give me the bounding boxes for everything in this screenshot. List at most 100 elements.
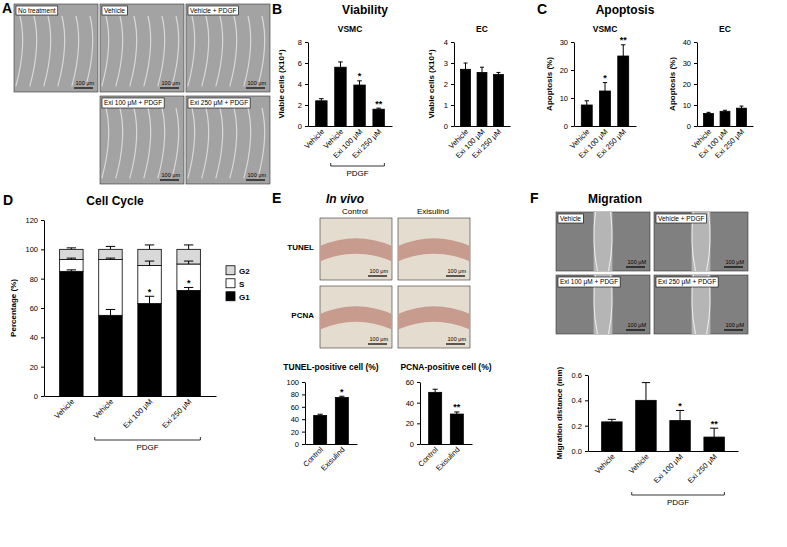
tick-mark: [694, 63, 697, 64]
bar: [602, 422, 622, 451]
tick-mark: [694, 126, 697, 127]
error-bar: [67, 258, 76, 259]
tick: 10: [683, 101, 697, 110]
tick-mark: [694, 42, 697, 43]
error-bar: [723, 110, 727, 111]
scale-bar: [160, 179, 179, 180]
chart-6: 0204060ControlExisulindPCNA-positive cel…: [400, 362, 491, 473]
micrograph: 100 μm: [320, 218, 392, 280]
scale-bar: [74, 87, 93, 88]
tick-label: 0: [34, 392, 38, 401]
tick-mark: [451, 63, 454, 64]
tick: 120: [25, 216, 44, 225]
tick: 0: [687, 122, 697, 131]
bracket: [331, 163, 385, 166]
error-cap: [67, 247, 76, 248]
tick-mark: [571, 126, 574, 127]
tick-label: 30: [683, 59, 691, 68]
image-texture: [72, 16, 79, 86]
tick-mark: [571, 42, 574, 43]
error-cap: [433, 389, 438, 390]
bar: [737, 108, 747, 126]
column-label: Control: [342, 207, 368, 216]
chart-title: EC: [719, 24, 731, 34]
image-label-box: [656, 277, 718, 287]
error-cap: [145, 261, 154, 262]
tick-label: Exi 250 μM: [686, 452, 719, 485]
image-frame: [398, 218, 470, 280]
micrograph: Vehicle + PDGF 100 μm: [186, 4, 270, 92]
axis-line: [588, 376, 589, 452]
tick: Exi 250 μM: [160, 397, 193, 430]
micrograph: 100 μm: [320, 286, 392, 348]
axis-line: [575, 126, 637, 127]
tick: 1: [444, 101, 454, 110]
y-axis: 01234: [444, 38, 455, 131]
tick: 0: [295, 440, 305, 449]
image-texture: [16, 16, 23, 86]
bar: [316, 101, 327, 126]
error-cap: [184, 244, 193, 245]
panel-b: BViability: [272, 1, 388, 17]
error-cap: [338, 61, 343, 62]
bar: [354, 85, 365, 126]
tick: 40: [683, 38, 697, 47]
panel-label: E: [272, 190, 281, 206]
bar-segment: [60, 249, 83, 259]
error-cap: [642, 382, 650, 383]
tick-label: Exi 250 μM: [470, 127, 503, 160]
tick-mark: [417, 444, 420, 445]
image-label-box: [558, 214, 583, 223]
image-texture: [172, 108, 179, 178]
panel-title: Apoptosis: [596, 3, 655, 17]
error-bar: [676, 410, 684, 420]
tick-label: Exi 250 μM: [595, 127, 628, 160]
scale-label: 100 μm: [248, 80, 267, 86]
image-texture: [244, 108, 251, 178]
tick: Vehicle: [53, 397, 76, 420]
tick-label: Exi 250 μM: [160, 397, 193, 430]
error-cap: [106, 309, 115, 310]
tick: 40: [291, 415, 305, 424]
error-stem: [465, 63, 466, 69]
tick-label: 2: [298, 101, 302, 110]
image-texture: [594, 212, 613, 271]
error-bar: [106, 258, 115, 259]
image-texture: [216, 108, 223, 178]
chart-1: 01234VehicleExi 100 μMExi 250 μMViable c…: [427, 24, 511, 160]
tick: 30: [683, 59, 697, 68]
error-bar: [319, 99, 324, 101]
image-label: No treatment: [18, 7, 56, 14]
tick-label: 20: [30, 363, 38, 372]
image-texture: [102, 108, 109, 178]
tick: 20: [683, 80, 697, 89]
image-texture: [230, 16, 237, 86]
tick-label: 60: [291, 403, 299, 412]
error-cap: [319, 98, 324, 99]
bar: [335, 398, 348, 445]
tick-mark: [417, 423, 420, 424]
error-cap: [145, 244, 154, 245]
tick-label: 30: [560, 38, 568, 47]
tick-label: Vehicle: [92, 397, 115, 420]
image-label: Vehicle + PDGF: [190, 7, 236, 14]
image-frame: [186, 96, 270, 184]
tick: 0: [298, 122, 308, 131]
tick: Exi 100 μM: [121, 397, 154, 430]
tick-mark: [41, 249, 44, 250]
axis-title: Viable cells (X10⁴): [277, 49, 286, 119]
bar: [477, 72, 487, 126]
tick: 80: [30, 275, 44, 284]
bar-segment: [138, 265, 161, 303]
axis-line: [305, 383, 306, 445]
x-axis: VehicleExi 100 μMExi 250 μM: [447, 127, 511, 161]
tick-mark: [302, 394, 305, 395]
error-bar: [480, 67, 484, 72]
chart-title: TUNEL-positive cell (%): [283, 362, 379, 372]
scale-label: 100 μm: [448, 336, 467, 342]
tick-mark: [41, 308, 44, 309]
scale-bar: [724, 266, 743, 267]
image-label: Vehicle: [104, 7, 125, 14]
image-texture: [202, 16, 209, 86]
chart-2: 0102030VehicleExi 100 μMExi 250 μMApopto…: [545, 24, 637, 160]
